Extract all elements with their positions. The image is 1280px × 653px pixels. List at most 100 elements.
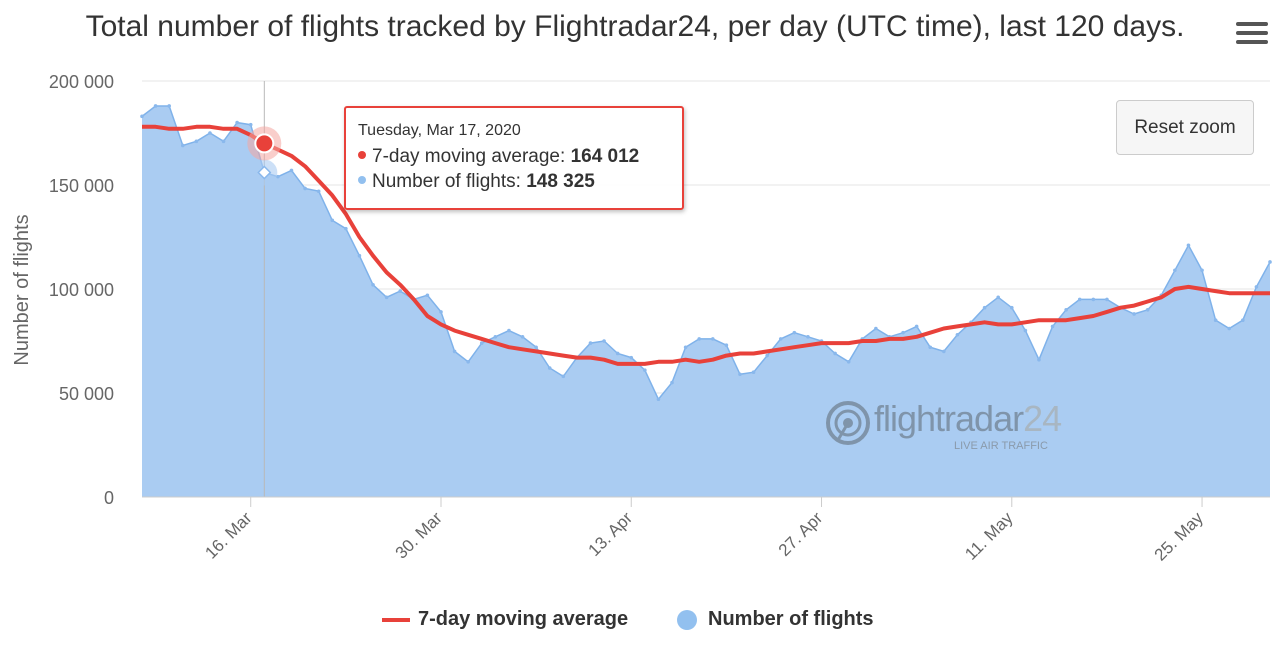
flights-point[interactable] — [479, 341, 484, 345]
flights-point[interactable] — [1145, 308, 1150, 312]
flights-point[interactable] — [1077, 297, 1082, 302]
flights-point[interactable] — [140, 114, 144, 119]
flights-point[interactable] — [221, 139, 226, 144]
flights-point[interactable] — [833, 351, 837, 356]
flights-point[interactable] — [996, 295, 1000, 300]
flights-point[interactable] — [778, 337, 783, 341]
flights-point[interactable] — [738, 372, 742, 377]
legend-label-flights: Number of flights — [708, 608, 874, 630]
flights-point[interactable] — [710, 337, 715, 341]
flights-point[interactable] — [670, 380, 674, 385]
flights-point[interactable] — [1173, 268, 1177, 273]
flights-point[interactable] — [874, 326, 878, 331]
flights-point[interactable] — [534, 345, 538, 350]
flights-point[interactable] — [1213, 318, 1218, 323]
legend-item-flights[interactable]: Number of flights — [676, 608, 874, 631]
x-tick-label: 25. May — [1151, 508, 1208, 565]
flights-point[interactable] — [316, 189, 321, 194]
tooltip-flights-value: 148 325 — [526, 171, 595, 192]
blue-circle-icon — [677, 609, 697, 630]
flights-point[interactable] — [561, 374, 566, 379]
flights-point[interactable] — [1254, 285, 1259, 289]
flights-point[interactable] — [289, 168, 294, 173]
flights-point[interactable] — [751, 370, 756, 375]
flights-point[interactable] — [765, 353, 769, 358]
flights-point[interactable] — [167, 104, 171, 108]
flights-point[interactable] — [942, 349, 946, 354]
flights-point[interactable] — [846, 360, 851, 364]
flights-point[interactable] — [982, 305, 987, 310]
flights-line — [141, 105, 1271, 401]
chart-title: Total number of flights tracked by Fligh… — [85, 10, 1185, 43]
flights-point[interactable] — [615, 351, 620, 356]
menu-bar — [1236, 22, 1268, 26]
flights-point[interactable] — [1009, 305, 1014, 310]
flights-point[interactable] — [452, 349, 457, 354]
flights-dot-icon — [358, 175, 366, 184]
flights-point[interactable] — [493, 335, 498, 339]
flights-point[interactable] — [955, 332, 960, 337]
flights-point[interactable] — [180, 143, 185, 148]
flights-point[interactable] — [384, 295, 389, 300]
tooltip-row-flights: Number of flights: 148 325 — [358, 169, 682, 194]
tooltip-date: Tuesday, Mar 17, 2020 — [358, 122, 521, 139]
reset-zoom-button[interactable]: Reset zoom — [1116, 100, 1254, 155]
flights-point[interactable] — [303, 186, 307, 191]
watermark-brand: flightradar — [874, 398, 1024, 439]
tooltip-flights-label: Number of flights: — [372, 171, 521, 192]
flights-point[interactable] — [629, 355, 634, 360]
flights-highlight-marker[interactable] — [257, 165, 272, 180]
flights-point[interactable] — [153, 104, 158, 108]
flights-point[interactable] — [398, 289, 403, 293]
flights-point[interactable] — [1023, 328, 1028, 333]
flights-point[interactable] — [697, 337, 702, 341]
flights-point[interactable] — [330, 218, 335, 223]
flights-point[interactable] — [520, 335, 525, 339]
flights-point[interactable] — [1186, 243, 1191, 248]
flights-point[interactable] — [194, 139, 199, 144]
flights-point[interactable] — [1050, 324, 1055, 329]
y-tick-label: 200 000 — [49, 72, 114, 92]
flights-point[interactable] — [235, 120, 239, 125]
flights-point[interactable] — [1200, 268, 1204, 273]
legend-item-average[interactable]: 7-day moving average — [382, 608, 628, 631]
flights-point[interactable] — [724, 343, 729, 347]
y-tick-label: 100 000 — [49, 280, 114, 300]
flights-point[interactable] — [248, 122, 253, 127]
flights-point[interactable] — [439, 310, 443, 314]
flights-point[interactable] — [602, 339, 606, 343]
flights-point[interactable] — [1268, 260, 1272, 264]
flights-point[interactable] — [466, 360, 470, 364]
flights-point[interactable] — [643, 368, 647, 372]
flights-point[interactable] — [683, 345, 688, 350]
flights-point[interactable] — [276, 174, 280, 179]
flights-point[interactable] — [208, 131, 212, 135]
flights-point[interactable] — [806, 335, 810, 339]
flights-point[interactable] — [1064, 308, 1068, 312]
flights-point[interactable] — [1037, 357, 1041, 362]
flights-point[interactable] — [656, 397, 661, 402]
flights-point[interactable] — [1227, 326, 1232, 331]
y-axis-title: Number of flights — [11, 214, 33, 365]
flights-point[interactable] — [928, 345, 933, 350]
flights-point[interactable] — [1241, 318, 1245, 323]
y-tick-label: 50 000 — [59, 384, 114, 404]
flights-point[interactable] — [792, 330, 797, 335]
hamburger-menu-icon[interactable] — [1236, 22, 1268, 48]
flights-point[interactable] — [547, 366, 552, 370]
flights-point[interactable] — [1091, 297, 1096, 302]
flights-point[interactable] — [425, 293, 430, 298]
tooltip-average-value: 164 012 — [570, 146, 640, 167]
flights-point[interactable] — [588, 341, 593, 345]
flights-point[interactable] — [1105, 297, 1109, 302]
flightradar24-watermark: flightradar24 LIVE AIR TRAFFIC — [824, 398, 1064, 458]
flights-point[interactable] — [901, 330, 905, 335]
flights-point[interactable] — [507, 328, 511, 333]
flights-point[interactable] — [344, 226, 348, 231]
flights-point[interactable] — [371, 283, 375, 287]
average-highlight-marker[interactable] — [254, 133, 275, 154]
flights-point[interactable] — [914, 324, 919, 329]
flights-point[interactable] — [357, 253, 362, 258]
flights-point[interactable] — [1132, 312, 1136, 316]
